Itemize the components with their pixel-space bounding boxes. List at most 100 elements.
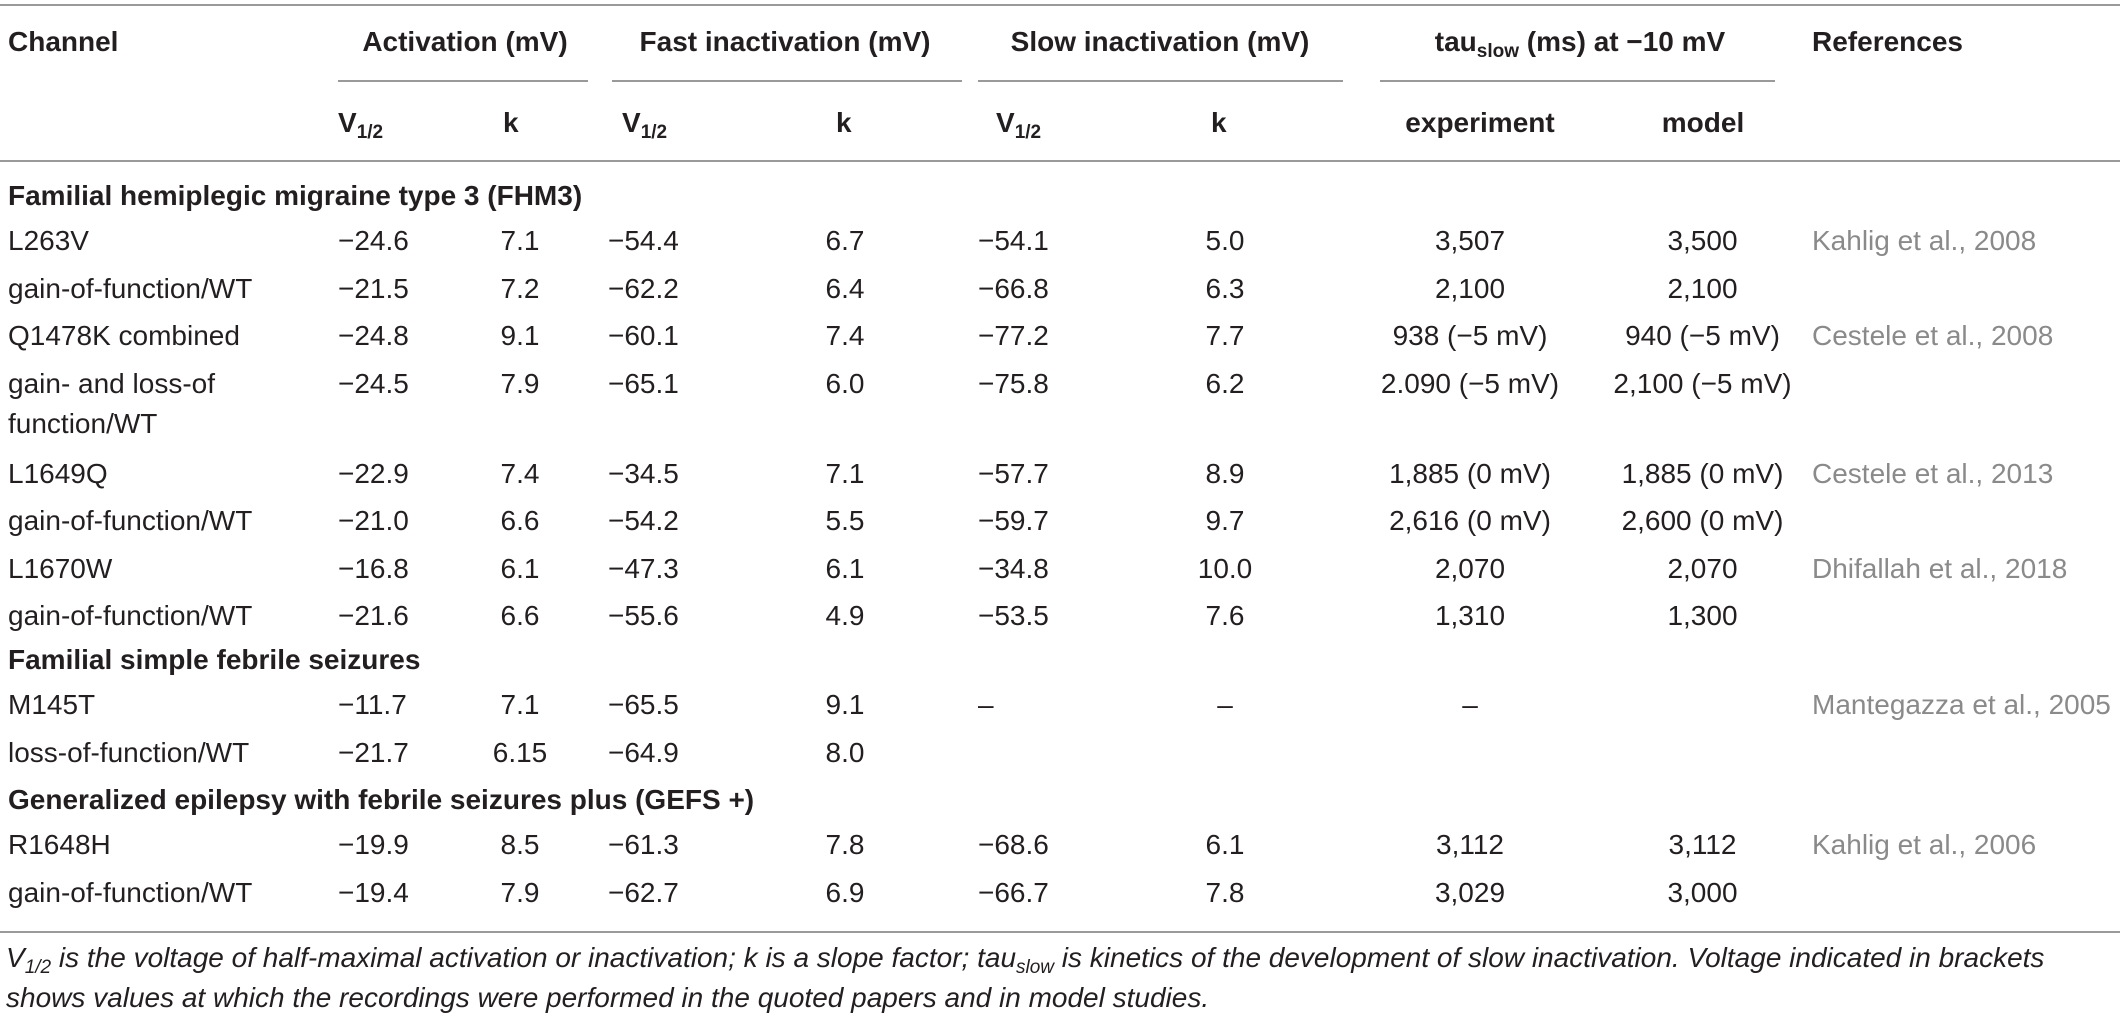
cell-slow-k: 6.2	[1205, 367, 1245, 399]
header-tau-prefix: tau	[1434, 26, 1477, 57]
subheader-experiment: experiment	[1405, 107, 1555, 138]
cell-slow-v: −77.2	[978, 320, 1049, 351]
footnote-part1: is the voltage of half-maximal activatio…	[51, 942, 1017, 973]
cell-slow-v: −54.1	[978, 225, 1049, 256]
subheader-act-v-sub: 1/2	[356, 122, 384, 143]
cell-act-v: −19.9	[338, 829, 409, 860]
cell-reference: Kahlig et al., 2008	[1812, 225, 2037, 256]
table-bottom-rule	[0, 931, 2120, 933]
cell-tau-experiment: 2.090 (−5 mV)	[1380, 367, 1560, 399]
cell-act-k: 7.1	[500, 225, 540, 256]
subheader-slow-v-sub: 1/2	[1014, 122, 1042, 143]
cell-slow-v: −59.7	[978, 505, 1049, 536]
cell-slow-v: −34.8	[978, 552, 1049, 584]
cell-fast-k: 9.1	[825, 689, 865, 720]
header-bottom-rule	[0, 160, 2120, 162]
cell-tau-experiment: 1,310	[1434, 600, 1506, 631]
cell-tau-model: 3,000	[1667, 876, 1738, 908]
cell-act-v: −19.4	[338, 876, 409, 908]
cell-slow-k: 7.7	[1205, 320, 1245, 351]
cell-tau-experiment: 3,507	[1434, 225, 1506, 256]
cell-act-v: −11.7	[338, 689, 407, 720]
cell-tau-model: 2,100 (−5 mV)	[1613, 367, 1792, 399]
cell-tau-model: 3,500	[1667, 225, 1738, 256]
header-channel: Channel	[8, 26, 119, 57]
cell-act-v: −24.6	[338, 225, 409, 256]
cell-fast-v: −60.1	[608, 320, 679, 351]
footnote-v-sub: 1/2	[24, 957, 52, 978]
cell-tau-experiment: 3,029	[1434, 876, 1506, 908]
cell-reference: Cestele et al., 2013	[1812, 457, 2054, 489]
cell-fast-k: 7.1	[825, 457, 865, 489]
subheader-act-v-half: V1/2	[338, 103, 383, 143]
cell-fast-k: 6.1	[825, 552, 865, 584]
subheader-fast-k: k	[836, 107, 852, 138]
header-slow-inactivation: Slow inactivation (mV)	[1010, 26, 1310, 57]
cell-slow-k: –	[1217, 689, 1233, 720]
cell-act-k: 6.1	[500, 552, 540, 584]
cell-slow-v: −68.6	[978, 829, 1049, 860]
section-title: Familial simple febrile seizures	[8, 644, 421, 675]
cell-fast-v: −65.1	[608, 367, 679, 399]
section-title: Generalized epilepsy with febrile seizur…	[8, 784, 755, 815]
cell-act-k: 7.9	[500, 367, 540, 399]
cell-act-v: −24.8	[338, 320, 409, 351]
cell-fast-k: 6.9	[825, 876, 865, 908]
cell-reference: Cestele et al., 2008	[1812, 320, 2054, 351]
cell-tau-experiment: –	[1462, 689, 1478, 720]
section-title: Familial hemiplegic migraine type 3 (FHM…	[8, 180, 583, 211]
cell-channel: L1670W	[8, 552, 113, 584]
cell-fast-v: −54.4	[608, 225, 679, 256]
activation-group-rule	[338, 80, 588, 82]
cell-act-k: 7.9	[500, 876, 540, 908]
cell-reference: Kahlig et al., 2006	[1812, 829, 2037, 860]
footnote-tau-sub: slow	[1016, 957, 1055, 978]
cell-fast-k: 7.4	[825, 320, 865, 351]
cell-slow-k: 9.7	[1205, 505, 1245, 536]
header-tau-sub: slow	[1476, 41, 1520, 62]
footnote-part2: is kinetics of the development of slow i…	[6, 942, 2045, 1013]
cell-tau-experiment: 2,100	[1434, 272, 1506, 304]
cell-tau-model: 2,100	[1667, 272, 1738, 304]
cell-tau-experiment: 3,112	[1436, 829, 1504, 860]
cell-slow-k: 10.0	[1197, 552, 1253, 584]
slow-group-rule	[978, 80, 1343, 82]
cell-tau-experiment: 2,070	[1434, 552, 1506, 584]
cell-act-v: −21.5	[338, 272, 409, 304]
cell-slow-v: −66.8	[978, 272, 1049, 304]
subheader-act-k: k	[503, 107, 519, 138]
cell-act-k: 8.5	[500, 829, 540, 860]
cell-fast-v: −62.7	[608, 876, 679, 908]
cell-channel: R1648H	[8, 829, 111, 860]
cell-tau-model: 2,600 (0 mV)	[1621, 505, 1784, 536]
cell-act-k: 7.2	[500, 272, 540, 304]
cell-slow-k: 6.1	[1205, 829, 1245, 860]
header-tau-suffix: (ms) at −10 mV	[1519, 26, 1726, 57]
subheader-fast-v-sub: 1/2	[640, 122, 668, 143]
table-footnote: V1/2 is the voltage of half-maximal acti…	[6, 938, 2114, 1018]
tau-group-rule	[1380, 80, 1775, 82]
cell-act-v: −16.8	[338, 552, 409, 584]
cell-act-k: 7.1	[500, 689, 540, 720]
subheader-fast-v-half: V1/2	[622, 103, 667, 143]
cell-slow-v: –	[978, 689, 994, 720]
cell-slow-k: 7.8	[1205, 876, 1245, 908]
cell-channel: L1649Q	[8, 457, 108, 489]
cell-tau-model: 3,112	[1668, 829, 1737, 860]
cell-slow-v: −75.8	[978, 367, 1049, 399]
cell-fast-k: 6.0	[825, 367, 865, 399]
cell-fast-v: −62.2	[608, 272, 679, 304]
cell-reference: Dhifallah et al., 2018	[1812, 552, 2068, 584]
cell-act-k: 6.15	[492, 736, 548, 768]
cell-act-v: −21.0	[338, 505, 409, 536]
cell-tau-model: 1,885 (0 mV)	[1621, 457, 1784, 489]
cell-act-k: 7.4	[500, 457, 540, 489]
header-tau-slow: tauslow (ms) at −10 mV	[1375, 22, 1785, 62]
cell-fast-k: 5.5	[825, 505, 865, 536]
cell-channel: gain-of-function/WT	[8, 272, 253, 304]
cell-fast-v: −64.9	[608, 736, 679, 768]
cell-act-k: 6.6	[500, 505, 540, 536]
cell-channel: M145T	[8, 689, 96, 720]
subheader-fast-v-main: V	[622, 107, 641, 138]
